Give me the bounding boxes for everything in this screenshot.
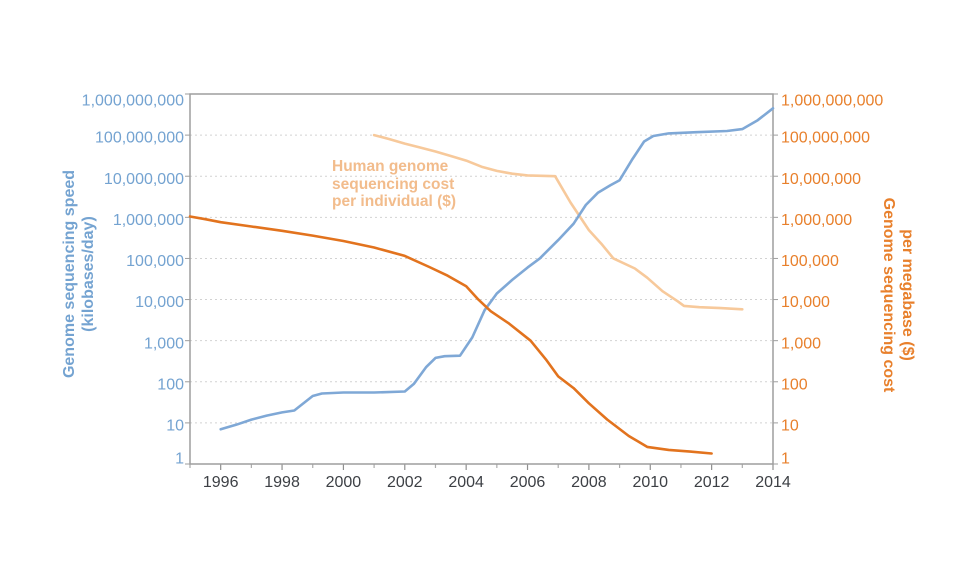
y-tick-label-right: 1,000,000 [781,212,852,229]
x-tick-label: 2004 [448,474,484,491]
x-tick-label: 2010 [632,474,668,491]
annotation-line3: per individual ($) [332,193,457,210]
x-tick-label: 1998 [264,474,300,491]
left-axis-title: Genome sequencing speed (kilobases/day) [60,124,98,424]
x-tick-label: 1996 [203,474,239,491]
y-tick-label-left: 1,000,000 [113,212,184,229]
right-axis-title-line1: Genome sequencing cost [880,197,897,393]
y-tick-label-left: 100,000,000 [95,130,184,147]
series-line-cost_per_individual [372,133,744,311]
series-line-cost_per_megabase [188,215,713,455]
right-axis-title: per megabase ($) Genome sequencing cost [879,145,917,445]
y-tick-label-left: 1,000 [144,335,184,352]
y-tick-label-right: 1 [781,451,790,468]
y-tick-label-right: 10 [781,417,799,434]
y-tick-label-right: 1,000,000,000 [781,93,883,110]
x-tick-label: 2014 [755,474,791,491]
right-axis-title-line2: per megabase ($) [899,229,916,361]
annotation-cost-per-individual: Human genome sequencing cost per individ… [332,158,456,211]
y-tick-label-left: 10,000,000 [104,171,184,188]
annotation-line2: sequencing cost [332,175,455,193]
x-tick-label: 2002 [387,474,423,491]
x-tick-label: 2000 [326,474,362,491]
y-tick-label-right: 1,000 [781,335,821,352]
y-tick-label-left: 10 [166,417,184,434]
y-tick-label-right: 10,000,000 [781,171,861,188]
y-tick-label-right: 100 [781,376,808,393]
plot-border [189,93,774,465]
annotation-line1: Human genome [332,158,449,175]
y-tick-label-left: 100,000 [126,253,184,270]
y-tick-label-left: 1,000,000,000 [82,93,184,110]
y-tick-label-left: 10,000 [135,294,184,311]
series-line-speed [219,107,775,431]
y-tick-label-right: 100,000 [781,253,839,270]
y-tick-label-right: 100,000,000 [781,130,870,147]
left-axis-title-line2: (kilobases/day) [80,216,97,332]
y-tick-label-left: 100 [157,376,184,393]
x-tick-label: 2006 [510,474,546,491]
x-tick-label: 2008 [571,474,607,491]
y-tick-label-right: 10,000 [781,294,830,311]
y-tick-label-left: 1 [175,451,184,468]
left-axis-title-line1: Genome sequencing speed [61,169,78,379]
x-tick-label: 2012 [694,474,730,491]
